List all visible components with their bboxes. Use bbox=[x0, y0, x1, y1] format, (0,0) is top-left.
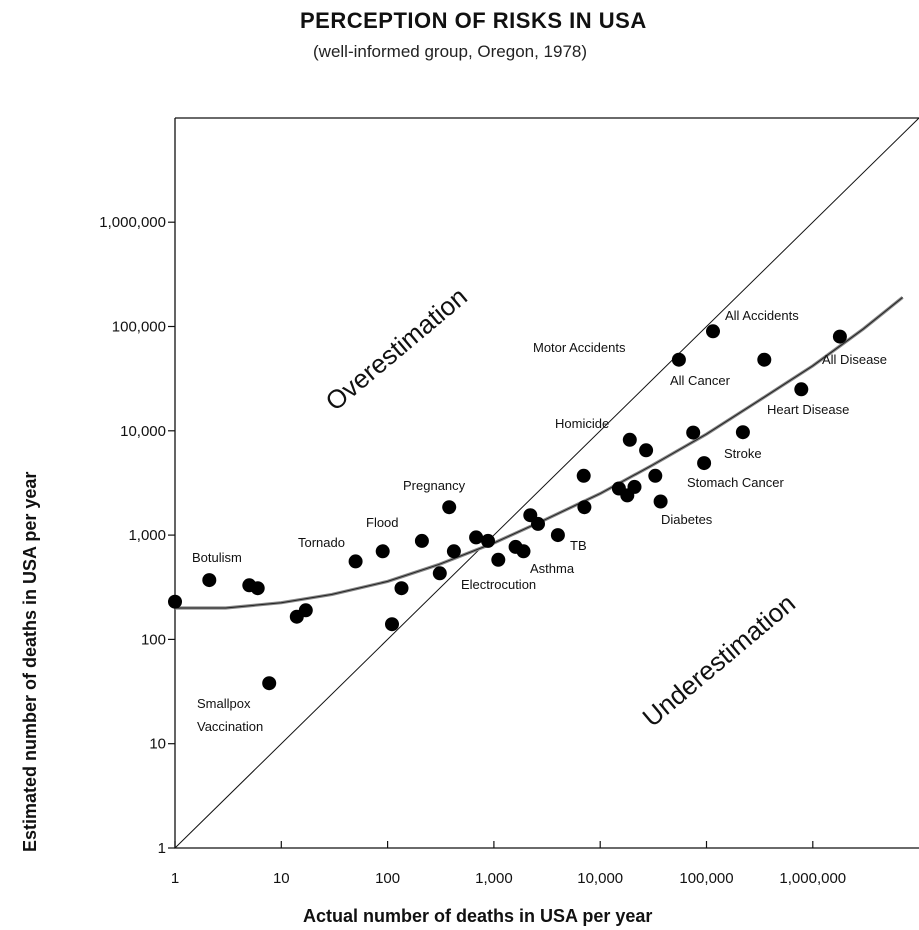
point-heart-disease bbox=[794, 382, 809, 397]
underestimation-label: Underestimation bbox=[637, 588, 801, 733]
label-tornado: Tornado bbox=[298, 535, 345, 550]
point-unlabeled-16 bbox=[481, 533, 495, 548]
x-tick-label-6: 1,000,000 bbox=[779, 870, 846, 887]
point-unlabeled-0 bbox=[168, 594, 182, 609]
point-unlabeled-10 bbox=[394, 581, 409, 596]
point-smallpox-vaccination bbox=[262, 676, 277, 691]
point-tornado bbox=[348, 554, 363, 569]
point-unlabeled-33 bbox=[686, 425, 701, 440]
point-electrocution bbox=[491, 552, 506, 567]
label-tb: TB bbox=[570, 538, 587, 553]
x-tick-label-5: 100,000 bbox=[679, 870, 733, 887]
point-homicide bbox=[622, 432, 637, 447]
y-tick-label-3: 1,000 bbox=[128, 527, 166, 544]
point-unlabeled-3 bbox=[250, 581, 265, 596]
label-heart-disease: Heart Disease bbox=[767, 402, 849, 417]
identity-line bbox=[174, 117, 919, 849]
label-botulism: Botulism bbox=[192, 550, 242, 565]
point-unlabeled-15 bbox=[469, 530, 484, 545]
point-unlabeled-29 bbox=[639, 443, 654, 458]
point-all-accidents bbox=[706, 324, 720, 339]
label-flood: Flood bbox=[366, 515, 399, 530]
point-unlabeled-12 bbox=[432, 566, 447, 581]
point-unlabeled-9 bbox=[385, 617, 399, 632]
label-motor-accidents: Motor Accidents bbox=[533, 340, 626, 355]
label-asthma: Asthma bbox=[530, 561, 575, 576]
y-tick-label-2: 100 bbox=[141, 631, 166, 648]
point-tb bbox=[550, 528, 565, 543]
y-tick-label-4: 10,000 bbox=[120, 423, 166, 440]
point-botulism bbox=[202, 573, 217, 588]
label-all-disease: All Disease bbox=[822, 352, 887, 367]
point-unlabeled-28 bbox=[627, 479, 642, 494]
label-all-accidents: All Accidents bbox=[725, 308, 799, 323]
y-tick-label-6: 1,000,000 bbox=[99, 214, 166, 231]
point-stomach-cancer bbox=[697, 456, 712, 471]
point-all-disease bbox=[832, 329, 847, 344]
point-unlabeled-23 bbox=[576, 468, 591, 483]
y-tick-label-1: 10 bbox=[149, 736, 166, 753]
label-homicide: Homicide bbox=[555, 416, 609, 431]
x-axis-title: Actual number of deaths in USA per year bbox=[303, 906, 652, 926]
overestimation-label: Overestimation bbox=[320, 281, 473, 416]
fit-curve bbox=[175, 297, 903, 609]
point-unlabeled-14 bbox=[446, 544, 461, 559]
x-tick-label-1: 10 bbox=[273, 870, 290, 887]
point-unlabeled-30 bbox=[648, 468, 663, 483]
point-stroke bbox=[735, 425, 750, 440]
label-electrocution: Electrocution bbox=[461, 577, 536, 592]
point-diabetes bbox=[653, 494, 668, 509]
label-stroke: Stroke bbox=[724, 446, 762, 461]
point-unlabeled-6 bbox=[298, 603, 313, 618]
point-pregnancy bbox=[442, 500, 457, 515]
point-motor-accidents bbox=[671, 352, 686, 367]
chart-title: PERCEPTION OF RISKS IN USA bbox=[300, 8, 647, 33]
point-unlabeled-24 bbox=[577, 500, 592, 515]
point-unlabeled-11 bbox=[414, 533, 429, 548]
label-stomach-cancer: Stomach Cancer bbox=[687, 475, 784, 490]
label-diabetes: Diabetes bbox=[661, 512, 713, 527]
y-axis-title: Estimated number of deaths in USA per ye… bbox=[20, 472, 40, 852]
label-smallpox-2: Vaccination bbox=[197, 719, 263, 734]
label-all-cancer: All Cancer bbox=[670, 373, 731, 388]
point-flood bbox=[375, 544, 390, 559]
x-tick-label-3: 1,000 bbox=[475, 870, 513, 887]
chart-subtitle: (well-informed group, Oregon, 1978) bbox=[313, 42, 588, 61]
label-pregnancy: Pregnancy bbox=[403, 478, 466, 493]
x-tick-label-0: 1 bbox=[171, 870, 179, 887]
point-all-cancer bbox=[757, 352, 772, 367]
x-tick-label-2: 100 bbox=[375, 870, 400, 887]
y-tick-label-0: 1 bbox=[158, 840, 166, 857]
point-unlabeled-21 bbox=[531, 516, 545, 531]
x-tick-label-4: 10,000 bbox=[577, 870, 623, 887]
point-asthma bbox=[516, 544, 531, 559]
y-tick-label-5: 100,000 bbox=[112, 319, 166, 336]
label-smallpox-1: Smallpox bbox=[197, 696, 251, 711]
